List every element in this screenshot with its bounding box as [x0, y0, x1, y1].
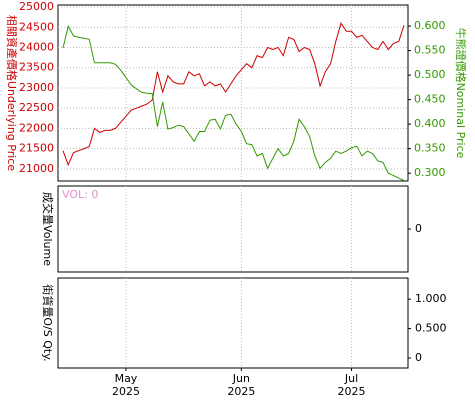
y-tick-label: 22500 — [19, 101, 54, 114]
y2-tick-label: 0.350 — [414, 142, 446, 155]
y-tick-label: 25000 — [19, 0, 54, 13]
y2-tick-label: 0.500 — [414, 68, 446, 81]
x-tick-label: May 2025 — [111, 372, 140, 398]
plot-area — [57, 185, 409, 273]
y-tick-label: 24500 — [19, 20, 54, 33]
y-tick-label: 24000 — [19, 40, 54, 53]
annotation: VOL: 0 — [62, 188, 98, 201]
y-axis-label: 相關資產價格Underlying Price — [5, 15, 19, 171]
y-tick-label: 21500 — [19, 142, 54, 155]
y-axis-label: 成交量Volume — [41, 192, 55, 266]
y2-axis-label: 牛熊證價格Nominal Price — [454, 28, 468, 159]
y-axis-label: 街貨量O/S Qty. — [41, 284, 55, 361]
data-line — [62, 24, 405, 181]
y-tick-label: 1.000 — [415, 292, 447, 305]
y2-tick-label: 0.400 — [414, 117, 446, 130]
y-tick-label: 0 — [415, 222, 422, 235]
plot-area — [57, 277, 409, 369]
y-tick-label: 0 — [415, 351, 422, 364]
y-tick-label: 23500 — [19, 61, 54, 74]
y2-tick-label: 0.600 — [414, 19, 446, 32]
y-tick-label: 0.500 — [415, 322, 447, 335]
y2-tick-label: 0.450 — [414, 93, 446, 106]
data-line — [62, 22, 405, 167]
y2-tick-label: 0.550 — [414, 44, 446, 57]
y-tick-label: 21000 — [19, 162, 54, 175]
y-tick-label: 22000 — [19, 121, 54, 134]
plot-area — [57, 4, 409, 182]
x-tick-label: Jun 2025 — [227, 372, 256, 398]
x-tick-label: Jul 2025 — [337, 372, 366, 398]
y2-tick-label: 0.300 — [414, 166, 446, 179]
y-tick-label: 23000 — [19, 81, 54, 94]
